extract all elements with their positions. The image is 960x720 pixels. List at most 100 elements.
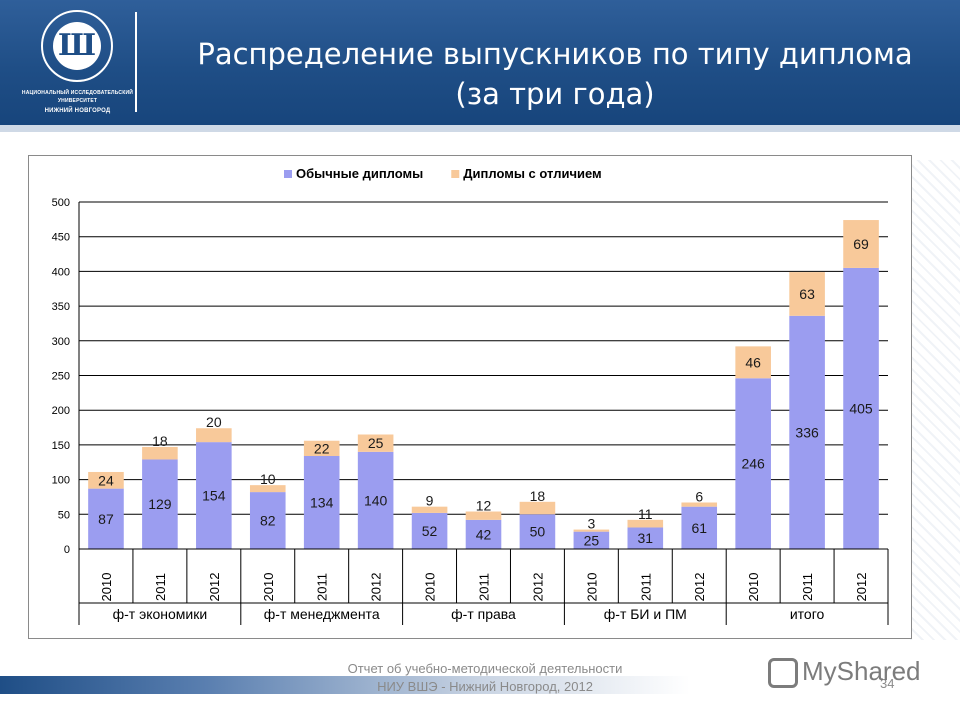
footer-text: Отчет об учебно-методической деятельност… [347,661,623,694]
bar-regular-2 [196,442,232,549]
group-label: итого [790,606,825,622]
bar-regular-7 [465,519,502,549]
myshared-watermark: MyShared [768,656,921,689]
group-label: ф-т экономики [113,606,208,622]
data-label-regular: 61 [691,520,707,536]
data-label-regular: 154 [202,488,226,504]
bar-regular-8 [519,514,556,549]
x-tick-label-year: 2011 [638,573,653,601]
bar-regular-9 [573,531,610,549]
logo-text-line2: УНИВЕРСИТЕТ [57,98,98,104]
bar-honors-1 [142,446,178,460]
x-tick-label-year: 2010 [746,573,761,602]
data-label-regular: 50 [530,524,546,540]
slide-title: Распределение выпускников по типу диплом… [150,34,960,114]
bar-honors-10 [627,519,664,528]
bar-regular-0 [88,488,124,549]
x-tick-label-year: 2012 [207,573,222,602]
chart-container: 0 50 100 150 200 250 300 350 400 450 500 87 24 2010 12… [28,155,912,639]
data-label-regular: 82 [260,513,276,529]
data-label-honors: 63 [799,286,815,302]
data-label-honors: 18 [152,433,168,449]
bar-honors-0 [88,471,124,489]
logo-divider [135,12,137,112]
data-label-honors: 25 [368,435,384,451]
logo-ring [41,10,113,82]
logo-text-line1: НАЦИОНАЛЬНЫЙ ИССЛЕДОВАТЕЛЬСКИЙ [21,90,134,96]
slide-title-line1: Распределение выпускников по типу диплом… [197,37,913,71]
data-label-honors: 11 [638,506,653,522]
x-tick-label-year: 2011 [477,573,492,601]
data-label-regular: 405 [849,400,873,416]
logo-text-line3: НИЖНИЙ НОВГОРОД [44,108,111,114]
x-tick-label-year: 2012 [854,573,869,602]
bar-honors-6 [411,506,448,513]
group-label: ф-т менеджмента [264,606,380,622]
legend-label-1: Дипломы с отличием [463,166,601,181]
y-tick-label: 300 [52,336,70,348]
data-label-honors: 46 [745,354,761,370]
data-label-honors: 3 [587,516,595,532]
y-tick-label: 50 [58,509,70,521]
y-tick-label: 250 [52,371,70,383]
footer-band [0,676,690,694]
x-tick-label-year: 2012 [530,573,545,602]
bar-honors-14 [843,220,879,268]
y-tick-label: 200 [52,405,70,417]
x-tick-label-year: 2012 [692,573,707,602]
x-tick-label-year: 2010 [584,573,599,602]
myshared-brand: MyShared [802,656,921,686]
data-label-honors: 20 [206,414,222,430]
data-label-honors: 12 [476,498,492,514]
bar-honors-11 [681,502,718,507]
bar-honors-12 [735,346,771,379]
data-label-honors: 18 [530,488,546,504]
bar-regular-13 [789,315,825,549]
data-label-honors: 9 [426,493,434,509]
bar-honors-13 [789,272,825,316]
page-number: 34 [880,676,895,691]
y-tick-label: 0 [64,544,70,556]
data-label-honors: 6 [695,489,703,505]
presentation-icon [768,658,798,689]
y-tick-label: 450 [52,232,70,244]
y-tick-label: 150 [52,440,70,452]
data-label-regular: 140 [364,492,388,508]
y-tick-label: 100 [52,475,70,487]
slide-title-line2: (за три года) [455,77,655,111]
data-label-regular: 129 [148,496,172,512]
x-tick-label-year: 2012 [369,573,384,602]
bar-regular-12 [735,378,771,549]
data-label-honors: 24 [98,472,114,488]
group-label: ф-т БИ и ПМ [604,606,687,622]
bar-regular-14 [843,267,879,549]
data-label-regular: 336 [795,424,819,440]
legend-label-0: Обычные дипломы [296,166,423,181]
data-label-regular: 134 [310,495,334,511]
x-tick-label-year: 2011 [800,573,815,601]
x-tick-label-year: 2011 [315,573,330,601]
bar-honors-7 [465,511,502,520]
data-label-honors: 69 [853,236,869,252]
stacked-bar-chart: 0501001502002503003504004505008724201012… [52,166,889,625]
data-label-regular: 25 [584,532,600,548]
data-label-regular: 246 [741,456,765,472]
bar-regular-11 [681,506,718,549]
data-label-honors: 10 [260,471,276,487]
slide-header: Ш НАЦИОНАЛЬНЫЙ ИССЛЕДОВАТЕЛЬСКИЙ УНИВЕРС… [0,0,960,125]
y-tick-label: 500 [52,197,70,209]
bar-honors-2 [196,428,232,443]
bar-regular-10 [627,527,664,549]
bar-regular-4 [303,456,340,549]
university-logo: Ш НАЦИОНАЛЬНЫЙ ИССЛЕДОВАТЕЛЬСКИЙ УНИВЕРС… [20,10,135,120]
bar-regular-3 [249,492,286,549]
y-tick-label: 350 [52,301,70,313]
data-label-regular: 87 [98,511,114,527]
x-tick-label-year: 2010 [261,573,276,602]
y-tick-label: 400 [52,266,70,278]
x-tick-label-year: 2010 [423,573,438,602]
bar-honors-3 [249,485,286,493]
data-label-regular: 31 [638,530,654,546]
logo-emblem: Ш [53,22,101,70]
bar-honors-8 [519,501,556,515]
